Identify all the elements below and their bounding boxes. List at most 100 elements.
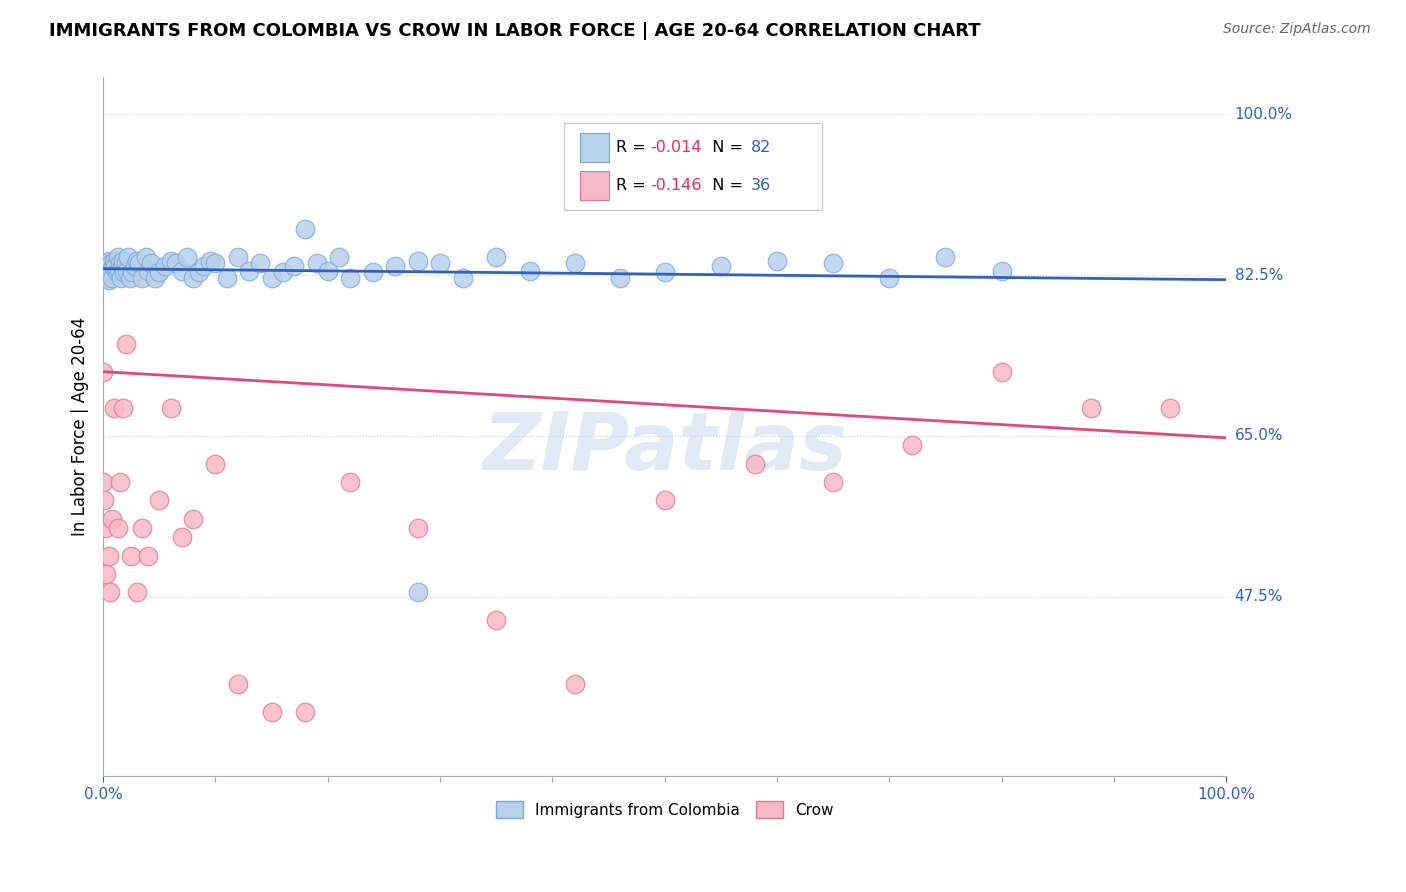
Point xyxy=(107,250,129,264)
Text: IMMIGRANTS FROM COLOMBIA VS CROW IN LABOR FORCE | AGE 20-64 CORRELATION CHART: IMMIGRANTS FROM COLOMBIA VS CROW IN LABO… xyxy=(49,22,981,40)
Point xyxy=(100,263,122,277)
Point xyxy=(934,250,956,264)
Point xyxy=(260,271,283,285)
Point xyxy=(97,549,120,563)
Point xyxy=(485,250,508,264)
Point xyxy=(93,261,115,276)
Text: 82: 82 xyxy=(751,140,772,155)
Text: 47.5%: 47.5% xyxy=(1234,590,1282,605)
Point xyxy=(103,259,125,273)
Point xyxy=(406,254,429,268)
Point xyxy=(165,256,187,270)
Point xyxy=(429,256,451,270)
Point xyxy=(120,549,142,563)
Point xyxy=(564,256,586,270)
Point xyxy=(104,259,127,273)
Point xyxy=(1159,401,1181,416)
Point xyxy=(110,271,132,285)
Point xyxy=(451,271,474,285)
Point xyxy=(103,254,125,268)
Point xyxy=(97,259,120,273)
Point xyxy=(316,263,339,277)
Point xyxy=(148,493,170,508)
Point xyxy=(97,273,120,287)
Point xyxy=(990,365,1012,379)
Point xyxy=(93,259,115,273)
Point xyxy=(108,263,131,277)
Point xyxy=(111,259,134,273)
FancyBboxPatch shape xyxy=(564,123,823,211)
Bar xyxy=(581,171,609,201)
Point xyxy=(339,271,361,285)
Point xyxy=(159,401,181,416)
Text: -0.014: -0.014 xyxy=(650,140,702,155)
Point xyxy=(124,259,146,273)
Point xyxy=(519,263,541,277)
Point xyxy=(170,263,193,277)
Point xyxy=(131,271,153,285)
Point xyxy=(96,566,118,581)
Point xyxy=(339,475,361,489)
Point xyxy=(198,254,221,268)
Point xyxy=(766,254,789,268)
Point xyxy=(249,256,271,270)
Point xyxy=(115,263,138,277)
Point xyxy=(900,438,922,452)
Point xyxy=(97,254,120,268)
Point xyxy=(654,265,676,279)
Point xyxy=(93,493,115,508)
Point xyxy=(114,337,136,351)
Y-axis label: In Labor Force | Age 20-64: In Labor Force | Age 20-64 xyxy=(72,318,89,536)
Point xyxy=(114,256,136,270)
Point xyxy=(159,254,181,268)
Point xyxy=(94,256,117,270)
Point xyxy=(215,271,238,285)
Text: 100.0%: 100.0% xyxy=(1234,107,1292,121)
Point xyxy=(879,271,901,285)
Point xyxy=(823,475,845,489)
Point xyxy=(96,271,118,285)
Point xyxy=(136,263,159,277)
Point xyxy=(564,677,586,691)
Point xyxy=(100,256,122,270)
Point xyxy=(96,263,118,277)
Point xyxy=(108,256,131,270)
Point xyxy=(193,259,215,273)
Point xyxy=(128,256,150,270)
Text: R =: R = xyxy=(616,178,651,194)
Point xyxy=(361,265,384,279)
Text: ZIPatlas: ZIPatlas xyxy=(482,409,848,487)
Point xyxy=(94,268,117,282)
Point xyxy=(744,457,766,471)
Point xyxy=(91,475,114,489)
Point xyxy=(98,585,121,599)
Point xyxy=(226,250,249,264)
Point xyxy=(710,144,733,158)
Point xyxy=(141,256,163,270)
Point xyxy=(135,250,157,264)
Point xyxy=(114,265,136,279)
Text: Source: ZipAtlas.com: Source: ZipAtlas.com xyxy=(1223,22,1371,37)
Point xyxy=(91,365,114,379)
Point xyxy=(170,530,193,544)
Point xyxy=(187,265,209,279)
Point xyxy=(120,271,142,285)
Point xyxy=(609,271,631,285)
Point xyxy=(103,401,125,416)
Point xyxy=(153,259,176,273)
Point xyxy=(226,677,249,691)
Point xyxy=(328,250,350,264)
Point xyxy=(990,263,1012,277)
Point xyxy=(1080,401,1102,416)
Point xyxy=(294,705,316,719)
Text: 36: 36 xyxy=(751,178,772,194)
Point xyxy=(271,265,294,279)
Point xyxy=(823,256,845,270)
Point xyxy=(98,259,121,273)
Bar xyxy=(581,133,609,162)
Point xyxy=(107,521,129,535)
Point xyxy=(94,521,117,535)
Point xyxy=(654,493,676,508)
Text: -0.146: -0.146 xyxy=(650,178,702,194)
Text: N =: N = xyxy=(702,140,748,155)
